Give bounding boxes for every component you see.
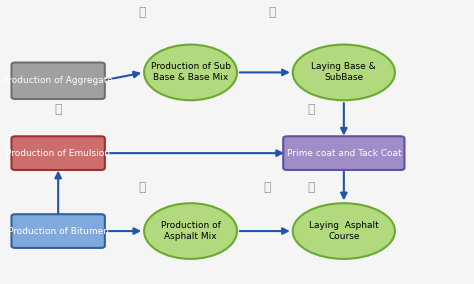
FancyBboxPatch shape bbox=[11, 62, 105, 99]
Text: Production of Bitumen: Production of Bitumen bbox=[8, 227, 109, 235]
Text: Laying  Asphalt
Course: Laying Asphalt Course bbox=[309, 221, 379, 241]
Text: 🚛: 🚛 bbox=[55, 103, 62, 116]
Ellipse shape bbox=[293, 203, 395, 259]
Text: Laying Base &
SubBase: Laying Base & SubBase bbox=[311, 62, 376, 82]
FancyBboxPatch shape bbox=[11, 214, 105, 248]
Text: 🚛: 🚛 bbox=[264, 181, 271, 195]
Ellipse shape bbox=[144, 45, 237, 100]
Text: Prime coat and Tack Coat: Prime coat and Tack Coat bbox=[286, 149, 401, 158]
Text: Production of Emulsion: Production of Emulsion bbox=[6, 149, 110, 158]
Ellipse shape bbox=[293, 45, 395, 100]
Text: 🚛: 🚛 bbox=[138, 6, 146, 19]
FancyBboxPatch shape bbox=[283, 136, 404, 170]
Text: 🚛: 🚛 bbox=[268, 6, 275, 19]
Text: 🚛: 🚛 bbox=[308, 103, 315, 116]
FancyBboxPatch shape bbox=[11, 136, 105, 170]
Text: Production of Sub
Base & Base Mix: Production of Sub Base & Base Mix bbox=[151, 62, 230, 82]
Text: 🚛: 🚛 bbox=[138, 181, 146, 195]
Text: Production of Aggregate: Production of Aggregate bbox=[3, 76, 113, 85]
Text: 🚛: 🚛 bbox=[308, 181, 315, 195]
Ellipse shape bbox=[144, 203, 237, 259]
Text: Production of
Asphalt Mix: Production of Asphalt Mix bbox=[161, 221, 220, 241]
